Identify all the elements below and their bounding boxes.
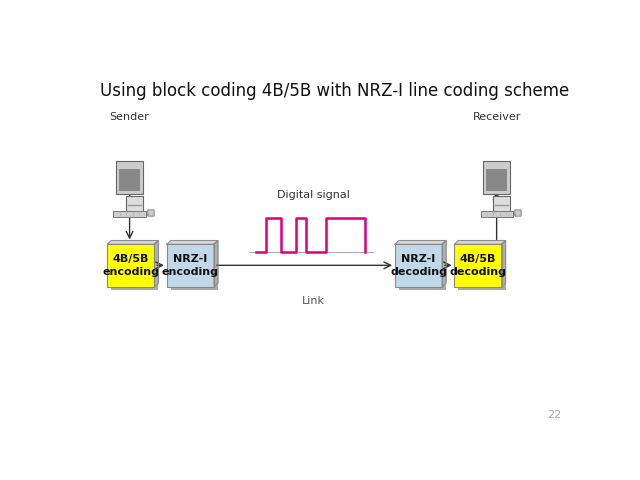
Text: Digital signal: Digital signal (276, 190, 349, 200)
FancyBboxPatch shape (515, 210, 521, 216)
FancyBboxPatch shape (148, 210, 154, 216)
FancyBboxPatch shape (126, 196, 143, 213)
FancyBboxPatch shape (486, 169, 508, 191)
Polygon shape (502, 240, 506, 287)
Text: NRZ-I
encoding: NRZ-I encoding (162, 254, 219, 277)
FancyBboxPatch shape (171, 248, 218, 290)
FancyBboxPatch shape (111, 248, 158, 290)
Polygon shape (454, 240, 506, 244)
Polygon shape (395, 240, 446, 244)
Text: 4B/5B
encoding: 4B/5B encoding (102, 254, 159, 277)
Polygon shape (167, 240, 218, 244)
Text: Receiver: Receiver (472, 112, 521, 122)
FancyBboxPatch shape (395, 244, 442, 287)
Polygon shape (154, 240, 158, 287)
Text: Sender: Sender (109, 112, 150, 122)
FancyBboxPatch shape (493, 196, 510, 213)
FancyBboxPatch shape (113, 211, 146, 216)
FancyBboxPatch shape (458, 248, 506, 290)
FancyBboxPatch shape (167, 244, 214, 287)
FancyBboxPatch shape (399, 248, 446, 290)
FancyBboxPatch shape (483, 161, 510, 194)
Text: Link: Link (301, 296, 324, 306)
FancyBboxPatch shape (108, 244, 154, 287)
Text: 22: 22 (547, 410, 561, 420)
FancyBboxPatch shape (116, 161, 143, 194)
FancyBboxPatch shape (481, 211, 513, 216)
Text: NRZ-I
decoding: NRZ-I decoding (390, 254, 447, 277)
FancyBboxPatch shape (454, 244, 502, 287)
FancyBboxPatch shape (119, 169, 140, 191)
Text: 4B/5B
decoding: 4B/5B decoding (449, 254, 506, 277)
Text: Using block coding 4B/5B with NRZ-I line coding scheme: Using block coding 4B/5B with NRZ-I line… (100, 82, 569, 100)
Polygon shape (442, 240, 446, 287)
Polygon shape (214, 240, 218, 287)
Polygon shape (108, 240, 158, 244)
